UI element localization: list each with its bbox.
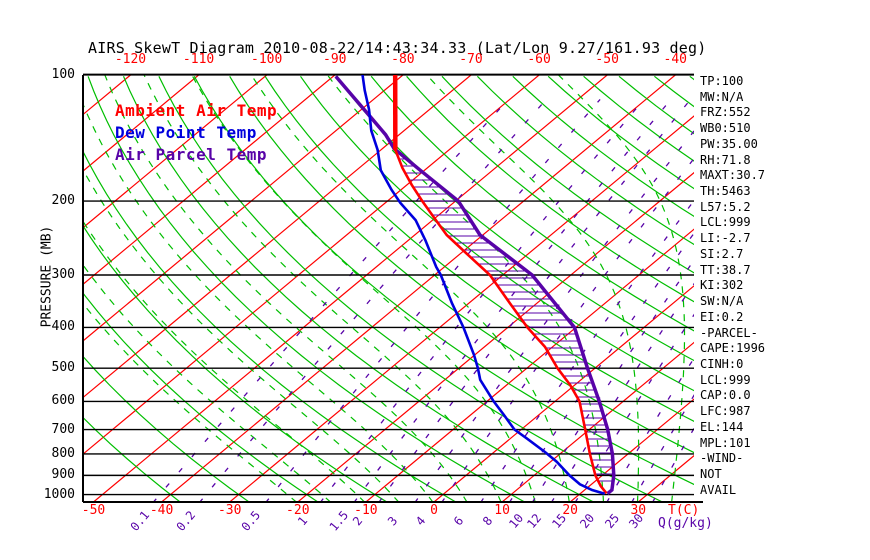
pressure-tick-label: 700: [51, 421, 75, 437]
stat-line: L57:5.2: [700, 199, 751, 214]
stat-line: TT:38.7: [700, 262, 751, 277]
mixing-ratio-unit-label: Q(g/kg): [658, 516, 713, 531]
stat-line: PW:35.00: [700, 136, 758, 151]
pressure-tick-label: 600: [51, 393, 75, 409]
pressure-tick-label: 300: [51, 266, 75, 282]
pressure-tick-label: 800: [51, 445, 75, 461]
top-temp-tick-label: -60: [527, 52, 551, 67]
stat-line: EL:144: [700, 419, 744, 434]
top-temp-tick-label: -70: [459, 52, 483, 67]
stat-line: -WIND-: [700, 451, 744, 466]
sounding-curves: [334, 75, 616, 496]
pressure-tick-label: 100: [51, 66, 75, 82]
pressure-tick-label: 1000: [43, 486, 75, 502]
stat-line: -PARCEL-: [700, 325, 758, 340]
stat-line: MW:N/A: [700, 89, 744, 104]
bottom-temp-tick-label: -20: [286, 503, 310, 518]
stat-line: NOT: [700, 467, 722, 481]
stat-line: KI:302: [700, 278, 744, 293]
pressure-tick-label: 500: [51, 360, 75, 376]
stat-line: CINH:0: [700, 356, 744, 371]
stat-line: LI:-2.7: [700, 231, 751, 246]
bottom-temp-tick-label: 0: [430, 503, 438, 518]
stat-line: RH:71.8: [700, 152, 751, 167]
top-temp-tick-label: -120: [114, 52, 147, 67]
stat-line: EI:0.2: [700, 309, 744, 324]
bottom-temp-tick-label: 30: [630, 503, 647, 518]
bottom-temp-tick-label: -10: [354, 503, 378, 518]
reference-lines: [83, 75, 694, 502]
stat-line: MPL:101: [700, 435, 751, 450]
cape-hatch-area: [396, 151, 614, 482]
stat-line: AVAIL: [700, 482, 737, 497]
stat-line: SW:N/A: [700, 294, 744, 309]
stat-line: TH:5463: [700, 184, 751, 199]
stat-line: TP:100: [700, 74, 744, 88]
top-temp-tick-label: -80: [391, 52, 415, 67]
pressure-tick-label: 900: [51, 467, 75, 483]
top-temp-tick-label: -90: [323, 52, 347, 67]
bottom-temp-tick-label: -50: [81, 503, 106, 518]
bottom-temp-tick-label: -40: [149, 503, 174, 518]
stat-line: FRZ:552: [700, 105, 751, 120]
bottom-temp-tick-label: 20: [562, 503, 579, 518]
top-temp-tick-label: -100: [251, 52, 283, 67]
bottom-temp-tick-label: -30: [217, 503, 242, 518]
legend-air-parcel-temp: Air Parcel Temp: [115, 145, 267, 164]
stat-line: LCL:999: [700, 215, 751, 230]
stat-line: LFC:987: [700, 404, 751, 419]
top-temp-tick-label: -40: [663, 52, 687, 67]
stat-line: CAPE:1996: [700, 341, 766, 356]
bottom-temp-tick-label: 10: [494, 503, 510, 518]
stat-line: CAP:0.0: [700, 388, 751, 403]
air-parcel-temp-curve: [334, 75, 616, 496]
stat-line: MAXT:30.7: [700, 168, 766, 183]
pressure-tick-label: 400: [51, 319, 75, 335]
dew-point-temp-curve: [361, 75, 606, 495]
top-temp-tick-label: -50: [595, 52, 619, 67]
pressure-tick-label: 200: [51, 193, 75, 209]
legend-dew-point-temp: Dew Point Temp: [115, 123, 257, 142]
legend-ambient-air-temp: Ambient Air Temp: [115, 101, 278, 120]
stat-line: WB0:510: [700, 121, 751, 136]
stat-line: LCL:999: [700, 372, 751, 387]
top-temp-tick-label: -110: [182, 52, 215, 67]
temp-unit-label: T(C): [668, 503, 700, 518]
chart-title: AIRS SkewT Diagram 2010-08-22/14:43:34.3…: [88, 39, 707, 57]
stat-line: SI:2.7: [700, 246, 744, 261]
ambient-air-temp-curve: [393, 75, 608, 495]
